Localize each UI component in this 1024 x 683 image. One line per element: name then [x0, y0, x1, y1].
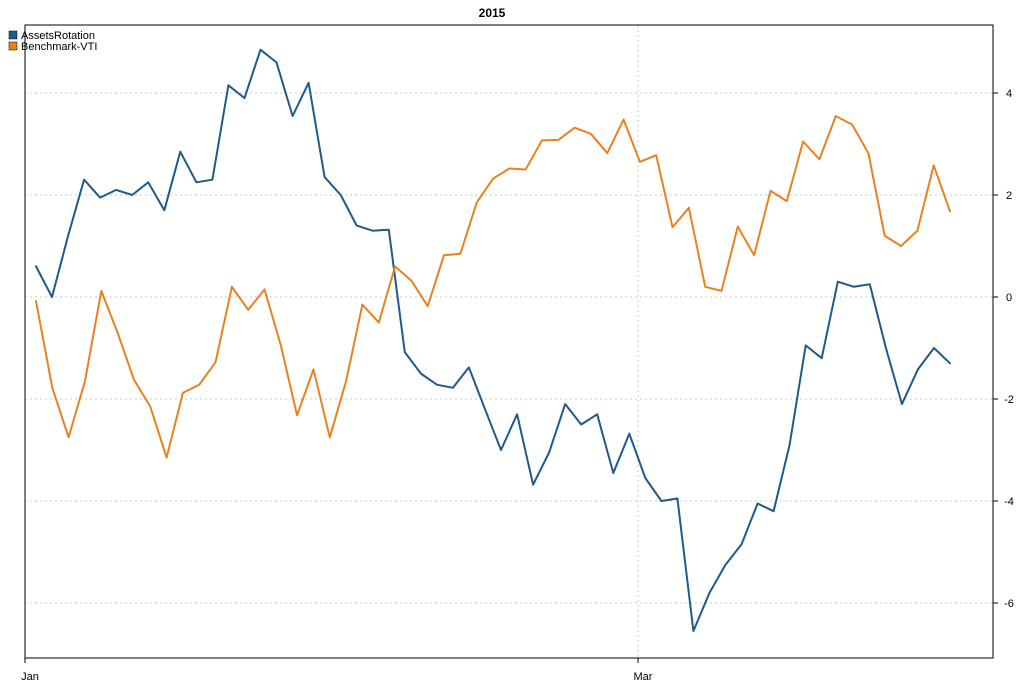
- x-tick-label: Mar: [634, 671, 653, 683]
- plot-frame: [24, 24, 994, 659]
- x-axis: Jan Mar: [21, 658, 653, 683]
- y-tick-label: -6: [1004, 598, 1014, 610]
- legend-label: AssetsRotation: [21, 30, 95, 42]
- y-tick-label: -2: [1004, 394, 1014, 406]
- legend-swatch: [8, 30, 18, 40]
- legend-label: Benchmark-VTI: [21, 41, 97, 53]
- y-axis: -6 -4 -2 0 2 4: [993, 88, 1014, 610]
- y-tick-label: -4: [1004, 496, 1014, 508]
- x-tick-label: Jan: [21, 671, 39, 683]
- grid: [24, 25, 993, 658]
- chart-title: 2015: [479, 6, 506, 20]
- series-line-benchmark-vti: [35, 115, 951, 459]
- series-layer: [35, 48, 951, 632]
- y-tick-label: 0: [1006, 292, 1012, 304]
- y-tick-label: 4: [1006, 88, 1012, 100]
- y-tick-label: 2: [1006, 190, 1012, 202]
- legend-swatch: [8, 41, 18, 51]
- series-line-assetsrotation: [35, 48, 951, 632]
